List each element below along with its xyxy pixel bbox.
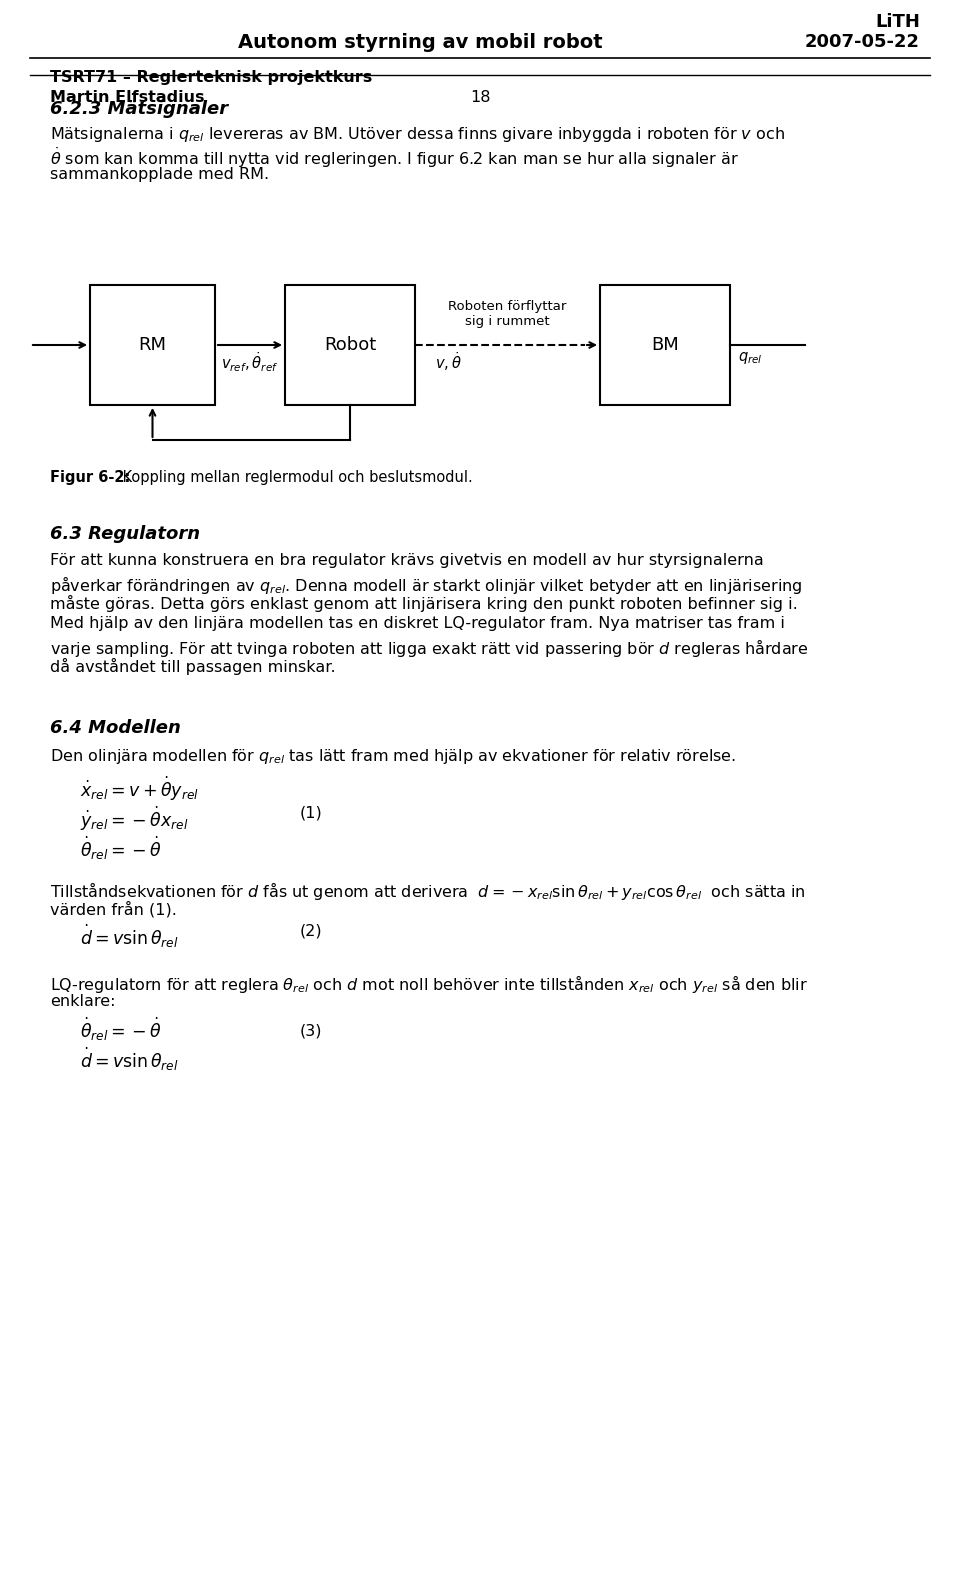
- Text: Figur 6-2:: Figur 6-2:: [50, 470, 131, 484]
- Text: (1): (1): [300, 804, 323, 820]
- Text: Mätsignalerna i $q_{rel}$ levereras av BM. Utöver dessa finns givare inbyggda i : Mätsignalerna i $q_{rel}$ levereras av B…: [50, 124, 785, 143]
- Text: $\dot{\theta}$ som kan komma till nytta vid regleringen. I figur 6.2 kan man se : $\dot{\theta}$ som kan komma till nytta …: [50, 147, 739, 170]
- Text: 6.2.3 Mätsignaler: 6.2.3 Mätsignaler: [50, 100, 228, 118]
- Text: $\dot{d} = v\sin\theta_{rel}$: $\dot{d} = v\sin\theta_{rel}$: [80, 1047, 179, 1074]
- Text: Tillståndsekvationen för $d$ fås ut genom att derivera  $d= -x_{rel}\sin\theta_{: Tillståndsekvationen för $d$ fås ut geno…: [50, 879, 805, 902]
- Text: $\dot{d} = v\sin\theta_{rel}$: $\dot{d} = v\sin\theta_{rel}$: [80, 922, 179, 949]
- Text: För att kunna konstruera en bra regulator krävs givetvis en modell av hur styrsi: För att kunna konstruera en bra regulato…: [50, 553, 764, 569]
- Text: enklare:: enklare:: [50, 994, 115, 1008]
- Text: Roboten förflyttar: Roboten förflyttar: [448, 299, 566, 312]
- Text: måste göras. Detta görs enklast genom att linjärisera kring den punkt roboten be: måste göras. Detta görs enklast genom at…: [50, 596, 798, 612]
- Text: värden från (1).: värden från (1).: [50, 902, 177, 918]
- Text: (3): (3): [300, 1023, 323, 1039]
- Text: TSRT71 – Reglerteknisk projektkurs: TSRT71 – Reglerteknisk projektkurs: [50, 70, 372, 84]
- Text: (2): (2): [300, 922, 323, 938]
- Text: 18: 18: [469, 89, 491, 105]
- Text: Med hjälp av den linjära modellen tas en diskret LQ-regulator fram. Nya matriser: Med hjälp av den linjära modellen tas en…: [50, 616, 785, 631]
- Text: $q_{rel}$: $q_{rel}$: [738, 350, 762, 366]
- Text: 2007-05-22: 2007-05-22: [805, 33, 920, 51]
- Text: påverkar förändringen av $q_{rel}$. Denna modell är starkt olinjär vilket betyde: påverkar förändringen av $q_{rel}$. Denn…: [50, 573, 803, 596]
- Text: varje sampling. För att tvinga roboten att ligga exakt rätt vid passering bör $d: varje sampling. För att tvinga roboten a…: [50, 637, 808, 660]
- Text: $\dot{y}_{rel} = -\dot{\theta}x_{rel}$: $\dot{y}_{rel} = -\dot{\theta}x_{rel}$: [80, 804, 188, 833]
- Text: $\dot{\theta}_{rel} = -\dot{\theta}$: $\dot{\theta}_{rel} = -\dot{\theta}$: [80, 1016, 162, 1043]
- Text: Martin Elfstadius: Martin Elfstadius: [50, 89, 204, 105]
- Text: LiTH: LiTH: [876, 13, 920, 30]
- Text: BM: BM: [651, 336, 679, 354]
- Bar: [90, 285, 215, 405]
- Text: LQ-regulatorn för att reglera $\theta_{rel}$ och $d$ mot noll behöver inte tills: LQ-regulatorn för att reglera $\theta_{r…: [50, 973, 808, 996]
- Bar: [600, 285, 730, 405]
- Text: 6.3 Regulatorn: 6.3 Regulatorn: [50, 526, 200, 543]
- Text: RM: RM: [138, 336, 166, 354]
- Text: $\dot{x}_{rel} = v + \dot{\theta}y_{rel}$: $\dot{x}_{rel} = v + \dot{\theta}y_{rel}…: [80, 776, 199, 803]
- Text: sig i rummet: sig i rummet: [466, 315, 550, 328]
- Text: $v_{ref},\dot{\theta}_{ref}$: $v_{ref},\dot{\theta}_{ref}$: [222, 350, 278, 373]
- Text: Robot: Robot: [324, 336, 376, 354]
- Text: $v,\dot{\theta}$: $v,\dot{\theta}$: [435, 350, 462, 373]
- Text: Den olinjära modellen för $q_{rel}$ tas lätt fram med hjälp av ekvationer för re: Den olinjära modellen för $q_{rel}$ tas …: [50, 747, 736, 766]
- Text: då avståndet till passagen minskar.: då avståndet till passagen minskar.: [50, 658, 336, 675]
- Text: Koppling mellan reglermodul och beslutsmodul.: Koppling mellan reglermodul och beslutsm…: [118, 470, 472, 484]
- Text: 6.4 Modellen: 6.4 Modellen: [50, 718, 180, 738]
- Text: Autonom styrning av mobil robot: Autonom styrning av mobil robot: [238, 32, 602, 51]
- Text: $\dot{\theta}_{rel} = -\dot{\theta}$: $\dot{\theta}_{rel} = -\dot{\theta}$: [80, 835, 162, 862]
- Bar: [285, 285, 415, 405]
- Text: sammankopplade med RM.: sammankopplade med RM.: [50, 167, 269, 182]
